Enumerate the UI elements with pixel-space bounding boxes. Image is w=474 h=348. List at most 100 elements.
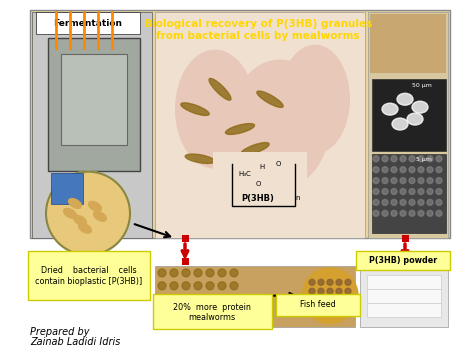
Ellipse shape <box>64 208 76 218</box>
Circle shape <box>206 282 214 290</box>
FancyBboxPatch shape <box>367 275 441 289</box>
Circle shape <box>427 189 433 195</box>
Circle shape <box>436 156 442 162</box>
Circle shape <box>206 308 214 316</box>
Circle shape <box>400 167 406 173</box>
Circle shape <box>409 177 415 183</box>
Circle shape <box>409 167 415 173</box>
Ellipse shape <box>185 154 215 164</box>
Ellipse shape <box>407 113 423 125</box>
FancyBboxPatch shape <box>213 152 307 210</box>
Circle shape <box>327 279 333 285</box>
Circle shape <box>427 177 433 183</box>
Circle shape <box>318 297 324 303</box>
FancyBboxPatch shape <box>360 266 448 327</box>
Circle shape <box>373 199 379 205</box>
Circle shape <box>194 308 202 316</box>
Circle shape <box>158 308 166 316</box>
Circle shape <box>391 199 397 205</box>
Text: O: O <box>255 181 261 187</box>
Text: P(3HB): P(3HB) <box>242 194 274 203</box>
Circle shape <box>436 199 442 205</box>
Text: 20%  more  protein
mealworms: 20% more protein mealworms <box>173 303 251 322</box>
Circle shape <box>427 199 433 205</box>
Circle shape <box>309 297 315 303</box>
FancyBboxPatch shape <box>372 154 446 233</box>
Ellipse shape <box>181 103 209 116</box>
FancyBboxPatch shape <box>61 54 127 145</box>
Ellipse shape <box>73 215 86 225</box>
Circle shape <box>336 279 342 285</box>
Circle shape <box>182 269 190 277</box>
Circle shape <box>418 156 424 162</box>
Ellipse shape <box>230 60 330 189</box>
FancyBboxPatch shape <box>370 14 446 73</box>
Ellipse shape <box>280 45 350 154</box>
Circle shape <box>230 308 238 316</box>
Circle shape <box>382 199 388 205</box>
Circle shape <box>418 199 424 205</box>
Ellipse shape <box>175 50 255 169</box>
Circle shape <box>218 308 226 316</box>
Circle shape <box>309 306 315 312</box>
Circle shape <box>170 269 178 277</box>
Circle shape <box>391 177 397 183</box>
Circle shape <box>400 210 406 216</box>
Circle shape <box>318 279 324 285</box>
FancyBboxPatch shape <box>32 12 152 238</box>
Text: H₃C: H₃C <box>238 171 251 177</box>
Text: Zainab Ladidi Idris: Zainab Ladidi Idris <box>30 337 120 347</box>
Circle shape <box>382 189 388 195</box>
Circle shape <box>158 295 166 303</box>
Ellipse shape <box>392 118 408 130</box>
Circle shape <box>382 210 388 216</box>
Circle shape <box>373 156 379 162</box>
Circle shape <box>436 177 442 183</box>
Circle shape <box>194 282 202 290</box>
Ellipse shape <box>209 78 231 100</box>
Circle shape <box>436 189 442 195</box>
FancyBboxPatch shape <box>155 12 365 238</box>
Circle shape <box>182 308 190 316</box>
FancyBboxPatch shape <box>51 173 83 204</box>
Text: Fermentation: Fermentation <box>54 19 122 28</box>
Circle shape <box>170 295 178 303</box>
Circle shape <box>418 177 424 183</box>
Ellipse shape <box>257 91 283 108</box>
FancyBboxPatch shape <box>182 235 189 242</box>
Circle shape <box>391 167 397 173</box>
Circle shape <box>409 156 415 162</box>
Ellipse shape <box>226 124 255 134</box>
Circle shape <box>158 269 166 277</box>
Ellipse shape <box>79 223 91 233</box>
Circle shape <box>382 156 388 162</box>
FancyBboxPatch shape <box>36 12 140 34</box>
Circle shape <box>194 295 202 303</box>
FancyBboxPatch shape <box>182 258 189 265</box>
Circle shape <box>382 167 388 173</box>
Circle shape <box>345 297 351 303</box>
Circle shape <box>400 156 406 162</box>
Ellipse shape <box>382 103 398 115</box>
Circle shape <box>336 297 342 303</box>
FancyBboxPatch shape <box>28 251 150 300</box>
FancyBboxPatch shape <box>402 235 409 242</box>
Circle shape <box>345 288 351 294</box>
Circle shape <box>218 295 226 303</box>
Circle shape <box>336 288 342 294</box>
FancyBboxPatch shape <box>356 251 450 270</box>
FancyBboxPatch shape <box>155 266 355 327</box>
Circle shape <box>230 269 238 277</box>
Circle shape <box>427 156 433 162</box>
Circle shape <box>391 210 397 216</box>
Ellipse shape <box>89 201 101 211</box>
Circle shape <box>345 279 351 285</box>
FancyBboxPatch shape <box>276 294 360 316</box>
Circle shape <box>382 177 388 183</box>
Circle shape <box>436 210 442 216</box>
Circle shape <box>327 288 333 294</box>
Circle shape <box>409 210 415 216</box>
Circle shape <box>327 297 333 303</box>
Circle shape <box>182 295 190 303</box>
Text: 5 μm: 5 μm <box>416 157 432 162</box>
